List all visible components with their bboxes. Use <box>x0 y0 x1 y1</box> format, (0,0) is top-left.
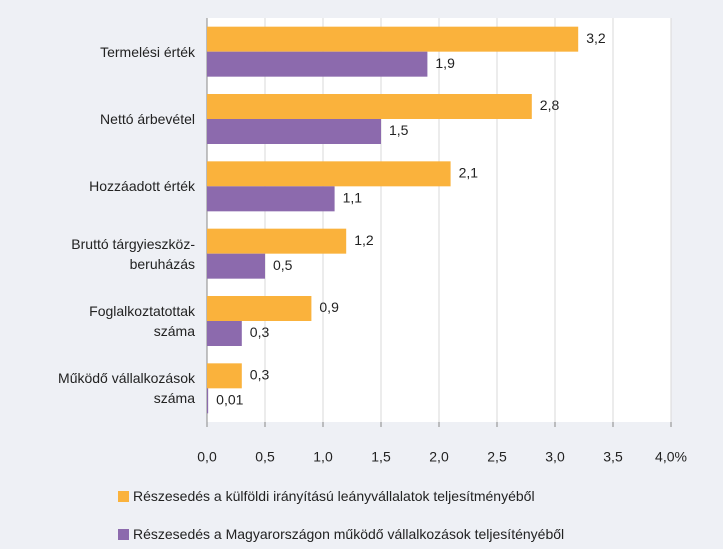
legend-swatch <box>118 490 129 502</box>
value-label: 2,8 <box>540 97 560 113</box>
category-label: Hozzáadott érték <box>89 178 195 195</box>
value-label: 0,9 <box>319 299 339 315</box>
x-tick-label: 1,5 <box>371 449 391 465</box>
category-label: Foglalkoztatottak száma <box>89 303 195 339</box>
x-tick-label: 2,5 <box>487 449 507 465</box>
bar <box>207 363 242 389</box>
bar <box>207 321 242 346</box>
legend-entry: Részesedés a Magyarországon működő válla… <box>118 526 564 542</box>
x-tick-label: 3,0 <box>545 449 565 465</box>
bar <box>207 228 347 254</box>
x-tick-label: 0,0 <box>197 449 217 465</box>
value-label: 1,2 <box>354 232 374 248</box>
value-label: 2,1 <box>459 165 479 181</box>
x-tick-label: 1,0 <box>313 449 333 465</box>
value-label: 3,2 <box>586 30 606 46</box>
x-tick-label: 3,5 <box>603 449 623 465</box>
value-label: 1,9 <box>435 55 455 71</box>
value-label: 0,3 <box>250 367 270 383</box>
bar <box>207 94 532 119</box>
x-tick-label: 2,0 <box>429 449 449 465</box>
value-label: 1,1 <box>343 190 363 206</box>
bar <box>207 296 312 321</box>
category-label: Bruttó tárgyieszköz- beruházás <box>71 235 195 272</box>
value-label: 1,5 <box>389 122 409 138</box>
category-label: Termelési érték <box>100 43 195 60</box>
category-label: Nettó árbevétel <box>100 111 195 127</box>
bar <box>207 186 335 212</box>
value-label: 0,3 <box>250 324 270 340</box>
bar <box>207 26 579 52</box>
category-label: Működő vállalkozások száma <box>58 370 195 407</box>
bar <box>207 51 428 77</box>
bar <box>207 253 265 279</box>
legend-label: Részesedés a külföldi irányítású leányvá… <box>133 488 535 504</box>
value-label: 0,01 <box>216 392 243 408</box>
bar <box>207 388 209 414</box>
legend-entry: Részesedés a külföldi irányítású leányvá… <box>118 488 535 504</box>
legend-swatch <box>118 528 129 540</box>
value-label: 0,5 <box>273 257 293 273</box>
bar <box>207 161 451 187</box>
x-tick-label: 0,5 <box>255 449 275 465</box>
bar <box>207 119 381 144</box>
x-tick-label: 4,0% <box>655 449 687 465</box>
legend-label: Részesedés a Magyarországon működő válla… <box>133 526 565 542</box>
